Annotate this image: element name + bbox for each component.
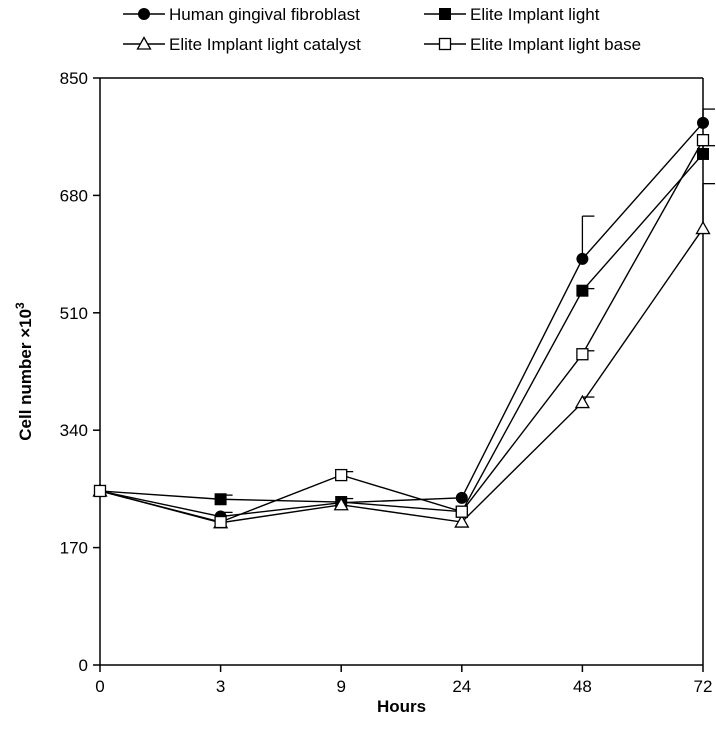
y-axis-title-sup: 3	[13, 302, 27, 309]
x-tick-label: 9	[336, 677, 345, 696]
y-tick-label: 680	[60, 186, 88, 205]
axes	[99, 77, 704, 666]
series-layer	[92, 108, 715, 529]
series-human-gingival-fibroblast	[94, 108, 715, 523]
series-line	[99, 122, 704, 518]
data-point	[576, 252, 589, 265]
legend-marker	[136, 36, 152, 50]
legend-label: Elite Implant light	[470, 5, 600, 24]
legend-marker	[138, 8, 150, 20]
y-tick-label: 510	[60, 304, 88, 323]
legend-item-human-gingival-fibroblast: Human gingival fibroblast	[123, 5, 360, 24]
y-axis-title: Cell number ×103	[13, 302, 35, 441]
y-axis-title-main: Cell number ×10	[16, 309, 35, 441]
legend-item-elite-implant-light-catalyst: Elite Implant light catalyst	[123, 35, 361, 54]
legend-item-elite-implant-light: Elite Implant light	[424, 5, 600, 24]
data-point	[335, 468, 348, 482]
data-point	[93, 484, 107, 498]
y-tick-label: 0	[79, 656, 88, 675]
y-ticks: 0 170 340 510 680 850	[60, 69, 100, 675]
series-line	[99, 153, 704, 513]
data-point	[574, 394, 591, 409]
data-point	[214, 493, 227, 506]
x-tick-label: 3	[216, 677, 225, 696]
legend-marker	[439, 8, 451, 20]
x-axis-title: Hours	[377, 697, 426, 716]
legend: Human gingival fibroblast Elite Implant l…	[123, 5, 641, 54]
x-tick-label: 0	[95, 677, 104, 696]
series-line	[99, 228, 704, 524]
data-point	[455, 491, 468, 504]
y-tick-label: 340	[60, 421, 88, 440]
data-point	[455, 505, 468, 518]
x-ticks: 0 3 9 24 48 72	[95, 665, 712, 696]
data-point	[576, 284, 589, 297]
data-point	[697, 116, 709, 129]
legend-label: Human gingival fibroblast	[169, 5, 360, 24]
legend-label: Elite Implant light catalyst	[169, 35, 361, 54]
legend-label: Elite Implant light base	[470, 35, 641, 54]
series-line	[99, 139, 704, 523]
data-point	[333, 496, 349, 511]
data-point	[214, 515, 227, 529]
y-tick-label: 850	[60, 69, 88, 88]
data-point	[576, 348, 589, 361]
y-tick-label: 170	[60, 539, 88, 558]
series-elite-implant-light-catalyst	[92, 183, 715, 529]
legend-item-elite-implant-light-base: Elite Implant light base	[424, 35, 641, 54]
x-tick-label: 48	[573, 677, 592, 696]
data-point	[695, 220, 711, 235]
legend-marker	[438, 37, 452, 51]
x-tick-label: 24	[452, 677, 471, 696]
series-elite-implant-light	[94, 145, 715, 518]
data-point	[696, 134, 710, 147]
series-elite-implant-light-base	[93, 134, 710, 529]
data-point	[454, 514, 470, 528]
x-tick-label: 72	[694, 677, 713, 696]
data-point	[697, 147, 709, 160]
